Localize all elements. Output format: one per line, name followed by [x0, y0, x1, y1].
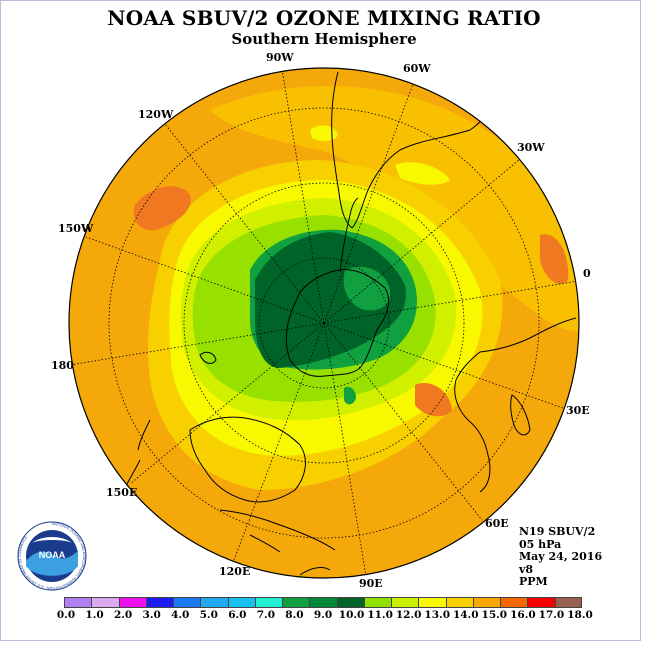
coast-south-america: [331, 71, 489, 229]
coast-africa: [454, 317, 577, 493]
coast-asia: [299, 567, 331, 576]
colorbar-tick-label: 0.0: [56, 609, 76, 621]
colorbar-segment: [118, 597, 147, 608]
meridian-150w: [85, 236, 325, 324]
info-level: 05 hPa: [519, 537, 562, 551]
coast-indonesia: [219, 509, 336, 553]
meridian-90e: [323, 322, 367, 577]
colorbar-segment: [445, 597, 474, 608]
colorbar-tick-label: 15.0: [481, 609, 508, 621]
colorbar-tick-label: 13.0: [424, 609, 451, 621]
colorbar-segment: [554, 597, 583, 608]
colorbar-segment: [91, 597, 119, 608]
colorbar-tick-label: 7.0: [256, 609, 276, 621]
noaa-logo: NOAA NATIONAL OCEANIC AND ATMOSPHERIC AD…: [17, 521, 87, 591]
colorbar-tick-label: 6.0: [228, 609, 247, 621]
info-satellite: N19 SBUV/2: [519, 525, 596, 538]
map-boundary: [68, 67, 580, 579]
colorbar-segment: [309, 597, 338, 608]
colorbar-tick-label: 11.0: [367, 609, 393, 621]
meridian-30w: [323, 158, 521, 324]
colorbar-segment: [500, 597, 528, 608]
colorbar-segment: [336, 597, 365, 608]
info-block: N19 SBUV/2 05 hPa May 24, 2016 v8 PPM: [519, 525, 603, 589]
colorbar-tick-label: 1.0: [85, 609, 104, 621]
colorbar-tick-label: 8.0: [285, 609, 304, 621]
colorbar-tick-label: 10.0: [338, 609, 365, 621]
image-frame: [0, 0, 641, 641]
meridian-120e: [233, 322, 325, 561]
noaa-logo-icon: NOAA NATIONAL OCEANIC AND ATMOSPHERIC AD…: [17, 521, 87, 591]
coast-tasmania: [199, 351, 217, 364]
colorbar-segment: [391, 597, 419, 608]
lon-label-120e: 120E: [219, 565, 251, 578]
lat-circle-3: [108, 107, 540, 539]
colorbar-segment: [145, 597, 174, 608]
meridian-90w: [281, 68, 325, 324]
lat-circle-1: [258, 257, 390, 389]
lon-label-180: 180: [51, 359, 74, 372]
coast-antarctic-peninsula: [339, 197, 359, 273]
meridian-120w: [164, 123, 325, 324]
lon-label-150w: 150W: [58, 222, 94, 235]
colorbar-segment: [173, 597, 201, 608]
colorbar-segment: [282, 597, 310, 608]
info-version: v8: [519, 562, 534, 576]
colorbar-tick-label: 12.0: [395, 609, 422, 621]
meridian-30e: [323, 322, 564, 409]
lon-label-0: 0: [583, 267, 591, 280]
lon-label-60e: 60E: [485, 517, 509, 530]
colorbar-tick-label: 5.0: [199, 609, 218, 621]
colorbar-tick-label: 2.0: [113, 609, 133, 621]
meridian-0: [323, 280, 579, 324]
svg-text:NOAA: NOAA: [39, 550, 66, 560]
field-orange-high-indian: [415, 382, 452, 417]
colorbar-tick-label: 17.0: [538, 609, 565, 621]
lon-label-30w: 30W: [517, 141, 545, 154]
coast-madagascar: [510, 394, 531, 436]
info-units: PPM: [519, 575, 548, 588]
colorbar-segment: [472, 597, 501, 608]
colorbar-segment: [418, 597, 447, 608]
colorbar-tick-label: 3.0: [142, 609, 161, 621]
coast-antarctica: [285, 269, 389, 377]
colorbar-tick-label: 16.0: [510, 609, 536, 621]
coast-australia: [189, 416, 306, 503]
coast-new-zealand: [125, 419, 151, 487]
field-yellow-patch-2: [395, 162, 450, 185]
lon-label-90e: 90E: [359, 577, 383, 590]
lon-label-60w: 60W: [403, 62, 431, 75]
colorbar-tick-label: 4.0: [171, 609, 190, 621]
meridian-150e: [129, 322, 325, 485]
colorbar-tick-label: 14.0: [452, 609, 479, 621]
field-yellow-patch: [310, 125, 338, 142]
lat-circle-2: [183, 182, 465, 464]
lon-label-120w: 120W: [138, 108, 174, 121]
page-title: NOAA SBUV/2 OZONE MIXING RATIO: [107, 6, 541, 30]
field-green-spot: [344, 386, 356, 405]
colorbar-segment: [254, 597, 283, 608]
colorbar-segment: [363, 597, 392, 608]
meridian-60e: [323, 322, 483, 521]
colorbar-segment: [64, 597, 92, 608]
lon-label-90w: 90W: [266, 51, 294, 64]
lon-label-30e: 30E: [566, 404, 590, 417]
colorbar-segment: [200, 597, 229, 608]
colorbar-tick-label: 9.0: [313, 609, 333, 621]
field-orange-high-pacific: [133, 186, 191, 231]
meridian-180: [69, 322, 325, 366]
page-subtitle: Southern Hemisphere: [231, 30, 417, 48]
colorbar-segment: [227, 597, 256, 608]
meridian-60w: [323, 83, 414, 324]
info-date: May 24, 2016: [519, 550, 603, 563]
colorbar-tick-label: 18.0: [567, 609, 593, 621]
field-orange-high-atlantic: [540, 234, 569, 284]
lon-label-150e: 150E: [106, 486, 138, 499]
colorbar-segment: [527, 597, 556, 608]
